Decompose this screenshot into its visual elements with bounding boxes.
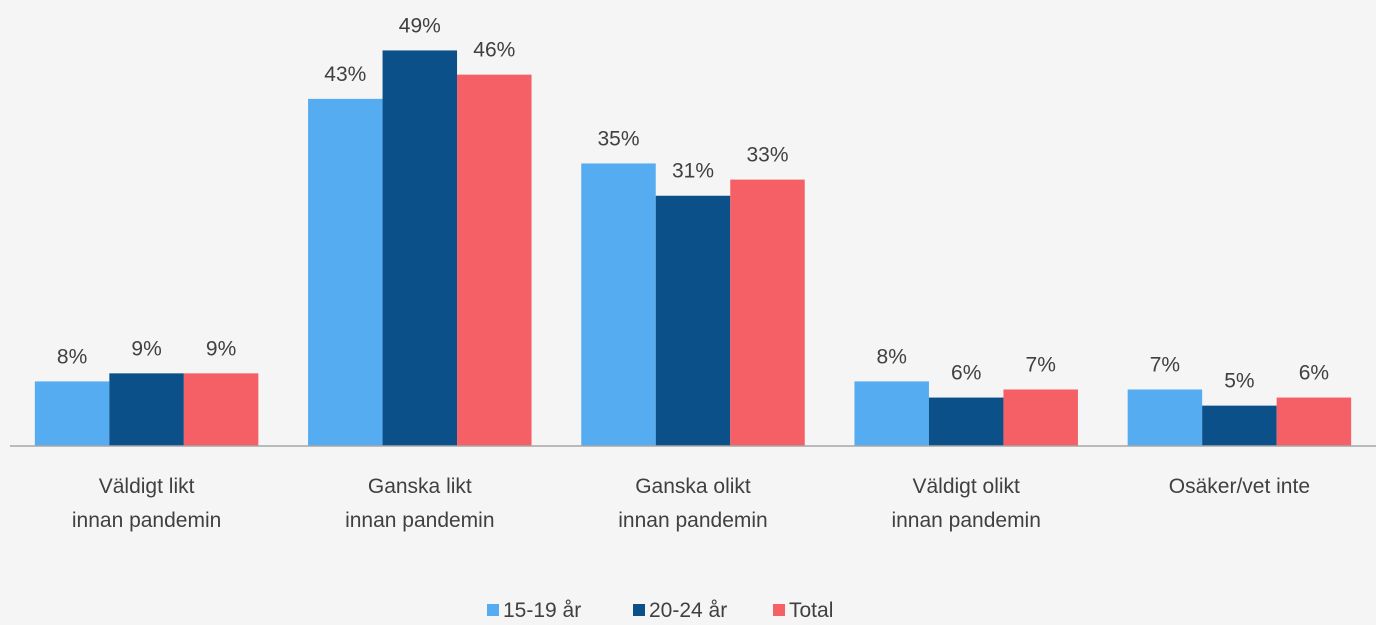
bar: [730, 179, 805, 446]
x-tick-label: Ganska likt innan pandemin: [345, 475, 495, 532]
data-label: 5%: [1224, 370, 1254, 393]
data-label: 46%: [473, 39, 515, 62]
x-tick-label: Ganska olikt innan pandemin: [618, 475, 768, 532]
data-label: 7%: [1026, 353, 1056, 376]
x-tick-label: Väldigt olikt innan pandemin: [891, 475, 1041, 532]
bar: [581, 163, 656, 447]
bar: [382, 50, 458, 446]
bar: [1276, 397, 1352, 446]
data-label: 49%: [399, 14, 441, 37]
bar: [928, 397, 1004, 446]
legend-swatch: [773, 604, 785, 616]
data-label: 43%: [324, 63, 366, 86]
data-label: 6%: [1299, 362, 1329, 385]
data-label: 7%: [1150, 353, 1180, 376]
bar: [655, 195, 731, 446]
legend-swatch: [487, 604, 499, 616]
bar: [34, 381, 110, 446]
data-label: 8%: [57, 345, 87, 368]
bar: [1003, 389, 1078, 446]
data-label: 31%: [672, 160, 714, 183]
data-label: 9%: [131, 337, 161, 360]
bar: [854, 381, 929, 446]
bar: [1202, 405, 1277, 446]
bar: [109, 373, 184, 446]
data-label: 33%: [746, 144, 788, 167]
legend-label: Total: [789, 599, 833, 622]
bar: [1127, 389, 1203, 446]
data-label: 8%: [877, 345, 907, 368]
data-label: 9%: [206, 337, 236, 360]
data-label: 35%: [597, 127, 639, 150]
legend-label: 20-24 år: [649, 599, 727, 622]
bar: [183, 373, 259, 446]
x-tick-label: Väldigt likt innan pandemin: [71, 475, 222, 532]
x-tick-label: Osäker/vet inte: [1168, 475, 1310, 498]
bar: [457, 74, 532, 447]
legend-swatch: [633, 604, 645, 616]
data-label: 6%: [951, 362, 981, 385]
legend-label: 15-19 år: [503, 599, 581, 622]
bar: [308, 98, 383, 446]
